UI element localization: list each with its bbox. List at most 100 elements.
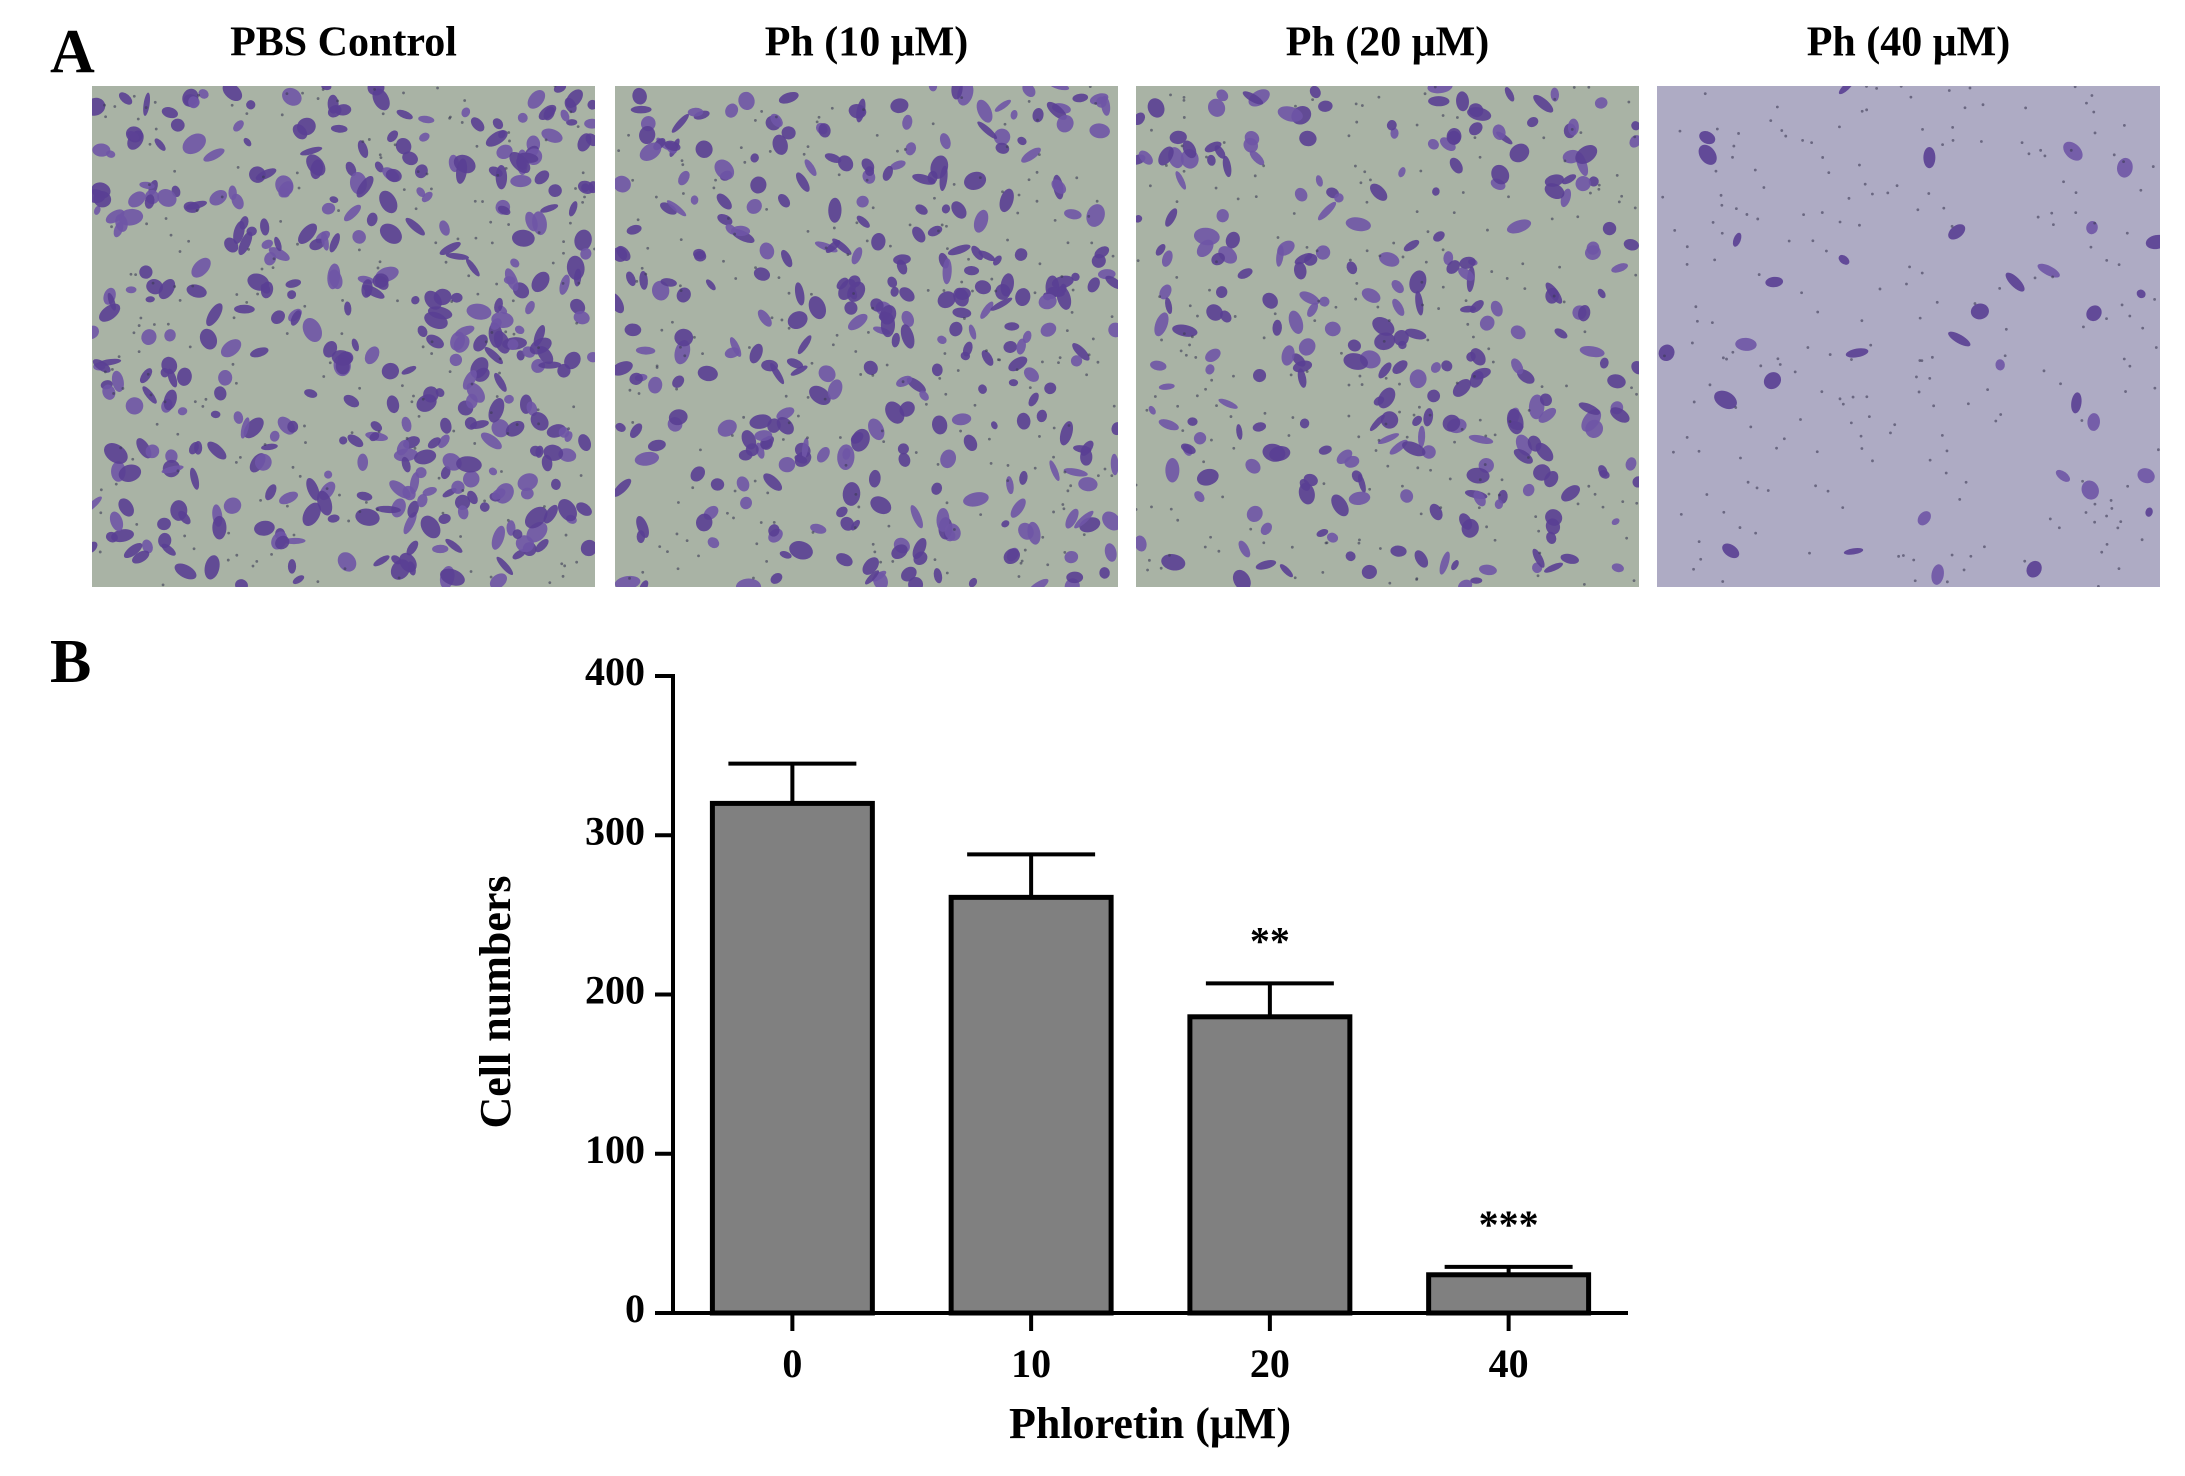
pore	[1169, 93, 1172, 97]
cell	[1623, 238, 1639, 251]
cell	[1008, 379, 1019, 387]
cell	[980, 301, 994, 319]
cell	[1469, 370, 1484, 388]
cell	[1036, 409, 1047, 423]
cell	[541, 454, 553, 472]
pore	[1027, 100, 1031, 103]
cell	[1158, 419, 1179, 431]
cell	[568, 201, 578, 217]
pore	[1673, 228, 1677, 232]
pore	[234, 460, 238, 464]
cell	[941, 204, 951, 214]
pore	[1324, 541, 1328, 545]
pore	[1672, 450, 1675, 454]
cell	[1421, 445, 1436, 459]
pore	[1087, 353, 1091, 357]
pore	[1033, 466, 1037, 470]
pore	[405, 436, 409, 440]
cell	[287, 290, 297, 300]
pore	[1858, 223, 1861, 227]
pore	[1759, 364, 1763, 368]
cell	[139, 265, 153, 279]
pore	[1038, 435, 1041, 438]
pore	[1204, 387, 1207, 391]
cell	[372, 88, 390, 111]
cell	[157, 189, 177, 207]
cell	[145, 296, 155, 303]
cell	[1378, 362, 1392, 379]
pore	[1392, 241, 1396, 245]
pore	[1401, 484, 1404, 488]
cell	[2081, 480, 2099, 500]
pore	[781, 438, 785, 441]
pore	[2080, 419, 2084, 422]
cell	[973, 209, 989, 233]
pore	[1182, 95, 1186, 99]
cell	[1236, 424, 1243, 440]
pore	[2154, 346, 2158, 349]
cell	[725, 223, 737, 235]
cell	[1629, 135, 1639, 148]
pore	[1477, 506, 1481, 510]
pore	[903, 148, 907, 151]
cell	[1193, 227, 1220, 246]
pore	[1912, 558, 1916, 562]
pore	[810, 361, 814, 365]
cell	[357, 453, 369, 471]
cell	[1506, 408, 1524, 435]
cell	[1324, 321, 1341, 337]
cell	[824, 153, 842, 163]
cell	[1049, 86, 1070, 91]
pore	[1253, 174, 1257, 178]
pore	[1146, 568, 1149, 572]
pore	[680, 159, 684, 163]
pore	[1179, 349, 1183, 353]
pore	[1973, 302, 1977, 305]
pore	[328, 361, 332, 365]
cell	[118, 498, 134, 517]
cell	[496, 144, 513, 160]
cell	[1297, 368, 1307, 388]
cell	[825, 240, 841, 253]
cell	[279, 491, 298, 505]
pore	[285, 92, 289, 96]
pore	[1347, 383, 1351, 387]
cell	[535, 445, 544, 458]
cell	[936, 507, 950, 532]
cell	[356, 491, 373, 501]
cell	[844, 301, 858, 315]
pore	[421, 397, 425, 401]
cell	[1597, 288, 1606, 299]
cell	[1165, 208, 1178, 227]
cell	[615, 175, 631, 193]
pore	[697, 554, 700, 558]
pore	[1180, 144, 1184, 148]
pore	[1820, 390, 1824, 394]
pore	[1802, 213, 1805, 217]
pore	[796, 414, 800, 418]
cell	[389, 480, 411, 499]
pore	[1757, 273, 1761, 276]
pore	[1825, 249, 1828, 253]
cell	[1148, 405, 1156, 415]
cell	[1578, 402, 1601, 415]
cell	[648, 376, 663, 394]
cell	[118, 92, 133, 105]
pore	[1005, 145, 1009, 149]
cell	[639, 580, 649, 587]
cell	[450, 331, 466, 351]
pore	[2122, 357, 2126, 361]
pore	[1986, 388, 1990, 391]
pore	[572, 405, 576, 409]
pore	[1576, 502, 1580, 506]
cell	[1544, 562, 1564, 573]
cell	[1154, 312, 1169, 337]
cell	[157, 517, 171, 531]
pore	[151, 281, 155, 285]
cell	[566, 119, 578, 126]
cell	[847, 313, 868, 331]
cell	[488, 467, 498, 476]
pore	[1017, 575, 1021, 578]
pore	[1057, 361, 1060, 365]
pore	[1487, 347, 1491, 351]
